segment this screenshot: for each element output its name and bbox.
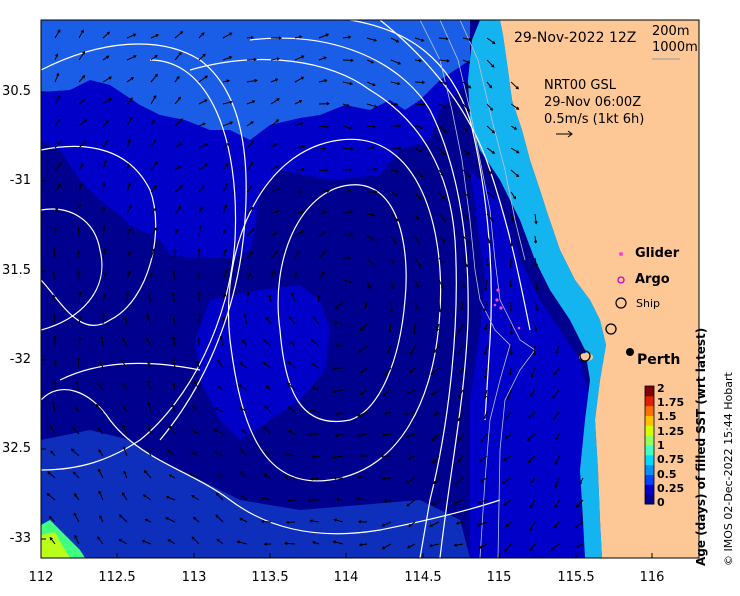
y-tick-31.5: 31.5 (2, 263, 31, 278)
legend-ship-label: Ship (636, 297, 660, 310)
colorbar-swatch (645, 484, 654, 494)
colorbar-swatch (645, 475, 654, 485)
depth-contour-1000: 1000m (652, 40, 698, 55)
age-colorbar (645, 386, 654, 505)
perth-label: Perth (637, 352, 680, 368)
x-tick-112: 112 (29, 570, 54, 585)
y-tick-31: -31 (10, 173, 31, 188)
colorbar-tick-2: 2 (657, 382, 665, 395)
colorbar-swatch (645, 445, 654, 455)
x-tick-113.5: 113.5 (251, 570, 288, 585)
y-tick-32.5: 32.5 (2, 441, 31, 456)
colorbar-swatch (645, 455, 654, 465)
legend-glider-label: Glider (635, 246, 679, 261)
colorbar-swatch (645, 425, 654, 435)
x-tick-115.5: 115.5 (557, 570, 594, 585)
x-tick-112.5: 112.5 (98, 570, 135, 585)
colorbar-swatch (645, 494, 654, 504)
x-tick-113: 113 (182, 570, 207, 585)
legend-argo-label: Argo (635, 272, 670, 287)
colorbar-tick-0.25: 0.25 (657, 482, 684, 495)
y-tick-30.5: 30.5 (2, 84, 31, 99)
colorbar-swatch (645, 406, 654, 416)
map-date-title: 29-Nov-2022 12Z (514, 30, 636, 46)
colorbar-swatch (645, 396, 654, 406)
current-time-label: 29-Nov 06:00Z (544, 95, 641, 110)
imos-credit: © IMOS 02-Dec-2022 15:44 Hobart (722, 372, 735, 566)
colorbar-tick-1: 1 (657, 439, 665, 452)
x-tick-115: 115 (487, 570, 512, 585)
y-tick-33: -33 (10, 531, 31, 546)
perth-dot (626, 348, 634, 356)
x-tick-114: 114 (334, 570, 359, 585)
x-tick-116: 116 (640, 570, 665, 585)
depth-contour-200: 200m (652, 24, 689, 39)
colorbar-tick-0.75: 0.75 (657, 453, 684, 466)
colorbar-swatch (645, 435, 654, 445)
colorbar-tick-1.75: 1.75 (657, 396, 684, 409)
garden-island (599, 393, 605, 403)
colorbar-title: Age (days) of filled SST (wrt latest) (694, 328, 708, 566)
colorbar-tick-1.5: 1.5 (657, 410, 677, 423)
colorbar-swatch (645, 386, 654, 396)
x-tick-114.5: 114.5 (404, 570, 441, 585)
glider-legend-symbol (619, 252, 623, 256)
current-scale-label: 0.5m/s (1kt 6h) (544, 112, 644, 127)
current-source-label: NRT00 GSL (544, 78, 616, 93)
colorbar-tick-0.5: 0.5 (657, 468, 677, 481)
colorbar-swatch (645, 465, 654, 475)
colorbar-swatch (645, 416, 654, 426)
colorbar-tick-0: 0 (657, 496, 665, 509)
y-tick-32: -32 (10, 352, 31, 367)
colorbar-tick-1.25: 1.25 (657, 425, 684, 438)
